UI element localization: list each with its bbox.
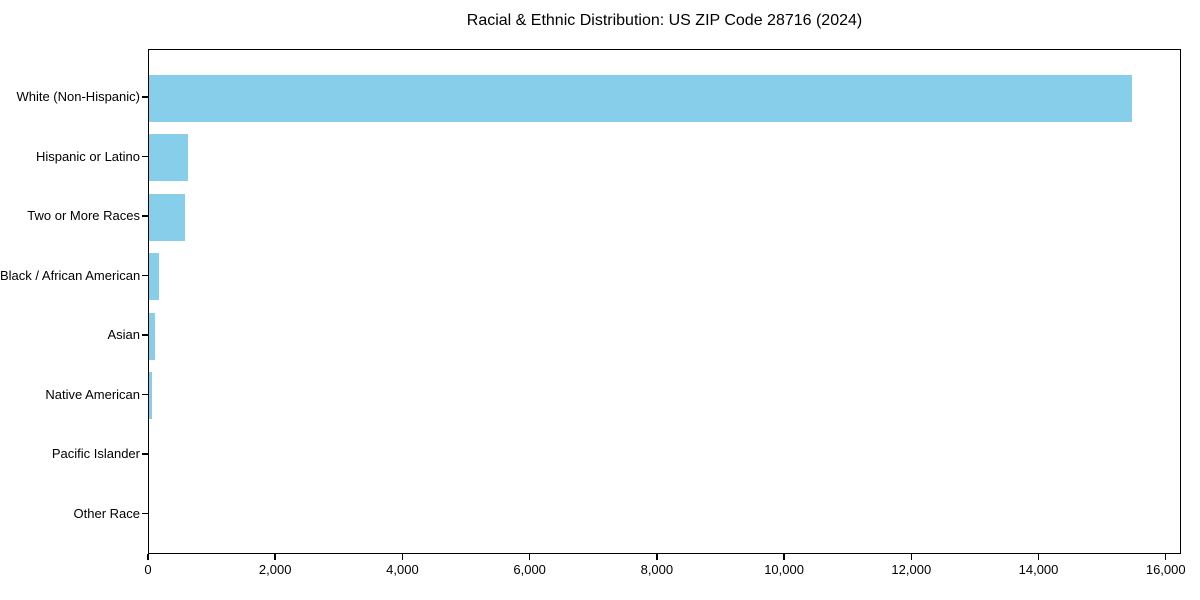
y-tick-mark bbox=[142, 274, 148, 277]
x-tick-mark bbox=[656, 554, 658, 560]
bar-asian bbox=[149, 312, 156, 360]
bar-white-non-hispanic bbox=[149, 74, 1133, 122]
y-axis-label: Native American bbox=[45, 386, 140, 402]
x-tick-mark bbox=[528, 554, 531, 560]
y-axis-label: Black / African American bbox=[0, 267, 141, 283]
y-axis-label: Hispanic or Latino bbox=[35, 148, 140, 164]
chart-title: Racial & Ethnic Distribution: US ZIP Cod… bbox=[466, 12, 863, 29]
y-tick-mark bbox=[142, 453, 148, 455]
x-tick-label: 0 bbox=[144, 562, 152, 577]
x-tick-mark bbox=[910, 554, 913, 560]
y-axis-label: Other Race bbox=[73, 505, 140, 521]
x-tick-mark bbox=[147, 554, 149, 560]
x-tick-mark bbox=[1037, 554, 1040, 560]
y-axis-label: White (Non-Hispanic) bbox=[16, 89, 140, 104]
y-tick-mark bbox=[142, 334, 148, 336]
x-tick-label: 12,000 bbox=[891, 562, 932, 577]
y-axis-label: Two or More Races bbox=[27, 208, 140, 223]
x-tick-label: 6,000 bbox=[513, 562, 546, 577]
y-axis-label: Asian bbox=[107, 327, 140, 342]
x-tick-mark bbox=[401, 554, 404, 560]
x-tick-mark bbox=[274, 554, 276, 560]
y-tick-mark bbox=[142, 215, 148, 217]
x-tick-mark bbox=[1164, 554, 1167, 560]
x-tick-label: 16,000 bbox=[1145, 562, 1186, 577]
plot-area bbox=[148, 49, 1181, 554]
y-tick-mark bbox=[142, 512, 148, 515]
y-tick-mark bbox=[142, 155, 148, 158]
y-axis-label: Pacific Islander bbox=[51, 446, 140, 461]
x-tick-label: 14,000 bbox=[1018, 562, 1059, 577]
bar-native-american bbox=[149, 372, 153, 419]
x-tick-label: 4,000 bbox=[386, 562, 419, 577]
x-tick-mark bbox=[783, 554, 785, 560]
y-tick-mark bbox=[142, 393, 148, 396]
x-tick-label: 2,000 bbox=[258, 562, 292, 577]
bar-two-or-more-races bbox=[149, 193, 186, 241]
bar-hispanic-or-latino bbox=[149, 134, 189, 181]
y-tick-mark bbox=[142, 96, 148, 98]
x-tick-label: 8,000 bbox=[640, 562, 674, 577]
x-tick-label: 10,000 bbox=[764, 562, 804, 577]
bar-black-african-american bbox=[149, 253, 159, 300]
